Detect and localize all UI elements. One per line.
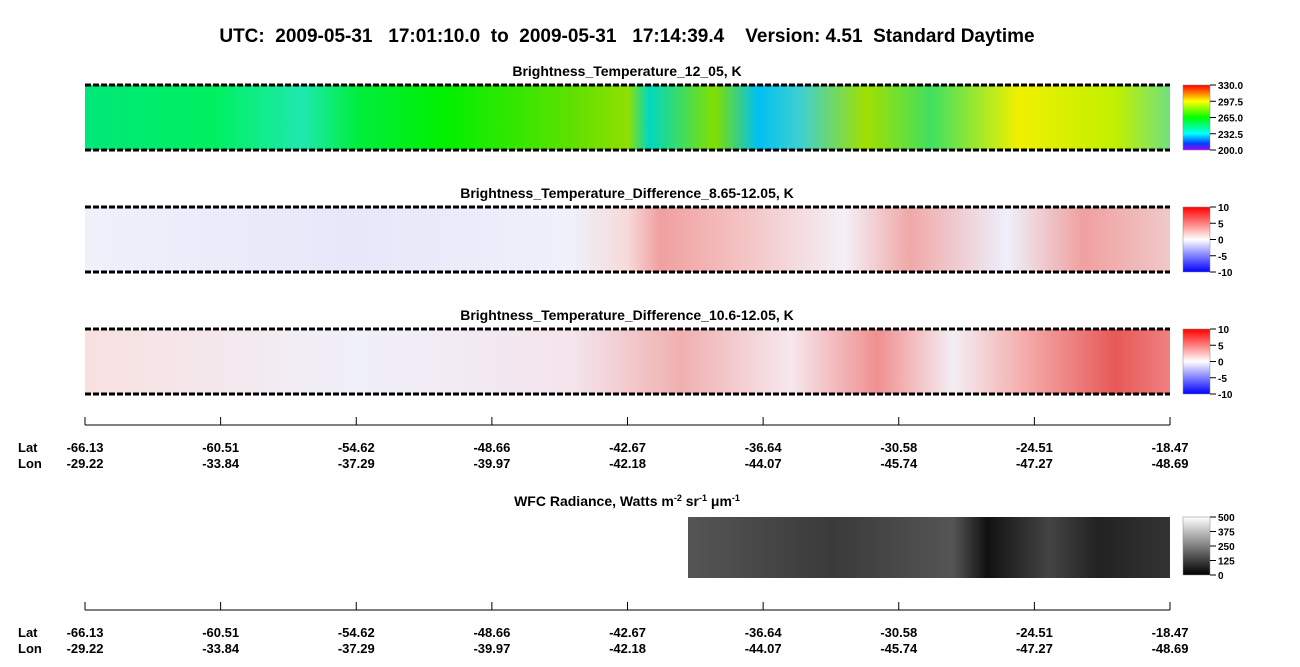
lat-label: -66.13 [67,440,104,455]
colorbar [1182,328,1211,395]
colorbar [1182,84,1211,151]
colorbar [1182,206,1211,273]
colorbar-label: 0 [1218,571,1224,582]
lon-label: -47.27 [1016,456,1053,471]
wfc-image [688,517,1170,578]
wfc-title: WFC Radiance, Watts m-2 sr-1 μm-1 [514,493,740,509]
lat-label: -42.67 [609,625,646,640]
lat-label: -42.67 [609,440,646,455]
colorbar-label: 375 [1218,528,1235,539]
colorbar [1182,516,1211,576]
lon-label: -45.74 [880,641,918,656]
axis-row-label: Lon [18,456,42,471]
lat-label: -24.51 [1016,440,1053,455]
lon-label: -33.84 [202,641,240,656]
lon-label: -42.18 [609,641,646,656]
colorbar-label: 10 [1218,203,1230,214]
colorbar-label: 265.0 [1218,114,1243,125]
lon-label: -45.74 [880,456,918,471]
lon-label: -47.27 [1016,641,1053,656]
colorbar-label: 5 [1218,341,1224,352]
colorbar-label: 200.0 [1218,146,1243,157]
colorbar-label: 0 [1218,236,1224,247]
lon-label: -48.69 [1152,641,1189,656]
axis-row-label: Lon [18,641,42,656]
lon-label: -37.29 [338,456,375,471]
lon-label: -44.07 [745,456,782,471]
lat-label: -36.64 [745,625,783,640]
lon-label: -42.18 [609,456,646,471]
panel-title: Brightness_Temperature_Difference_8.65-1… [460,185,794,201]
lon-label: -39.97 [473,456,510,471]
colorbar-label: -10 [1218,390,1233,401]
title-part: -1 [699,493,707,503]
lat-label: -30.58 [880,440,917,455]
panel-image [85,207,1170,272]
panel-image [85,85,1170,150]
title-part: μm [707,493,732,509]
page-title: UTC: 2009-05-31 17:01:10.0 to 2009-05-31… [219,26,1034,47]
title-part: WFC Radiance, Watts m [514,493,674,509]
colorbar-label: 10 [1218,325,1230,336]
lat-label: -36.64 [745,440,783,455]
lat-label: -48.66 [473,625,510,640]
title-part: -2 [674,493,682,503]
panel-title: Brightness_Temperature_12_05, K [512,63,741,79]
colorbar-label: 125 [1218,557,1235,568]
lon-label: -33.84 [202,456,240,471]
colorbar-label: 5 [1218,219,1224,230]
colorbar-label: -10 [1218,268,1233,279]
panel-title: Brightness_Temperature_Difference_10.6-1… [460,307,794,323]
lat-label: -60.51 [202,625,239,640]
lon-label: -48.69 [1152,456,1189,471]
lon-label: -44.07 [745,641,782,656]
colorbar-label: 330.0 [1218,81,1243,92]
colorbar-label: 232.5 [1218,130,1243,141]
title-part: sr [682,493,700,509]
lon-label: -29.22 [67,641,104,656]
lat-label: -54.62 [338,440,375,455]
panel-image [85,329,1170,394]
lat-label: -18.47 [1152,440,1189,455]
lat-label: -54.62 [338,625,375,640]
colorbar-label: 250 [1218,542,1235,553]
lon-label: -39.97 [473,641,510,656]
colorbar-label: -5 [1218,252,1227,263]
lat-label: -48.66 [473,440,510,455]
colorbar-label: 0 [1218,358,1224,369]
title-part: -1 [732,493,740,503]
lat-label: -30.58 [880,625,917,640]
lat-label: -60.51 [202,440,239,455]
lat-label: -18.47 [1152,625,1189,640]
lon-label: -29.22 [67,456,104,471]
lat-label: -24.51 [1016,625,1053,640]
lat-label: -66.13 [67,625,104,640]
colorbar-label: 500 [1218,513,1235,524]
colorbar-label: 297.5 [1218,97,1243,108]
axis-row-label: Lat [18,440,38,455]
lon-label: -37.29 [338,641,375,656]
axis-row-label: Lat [18,625,38,640]
colorbar-label: -5 [1218,374,1227,385]
